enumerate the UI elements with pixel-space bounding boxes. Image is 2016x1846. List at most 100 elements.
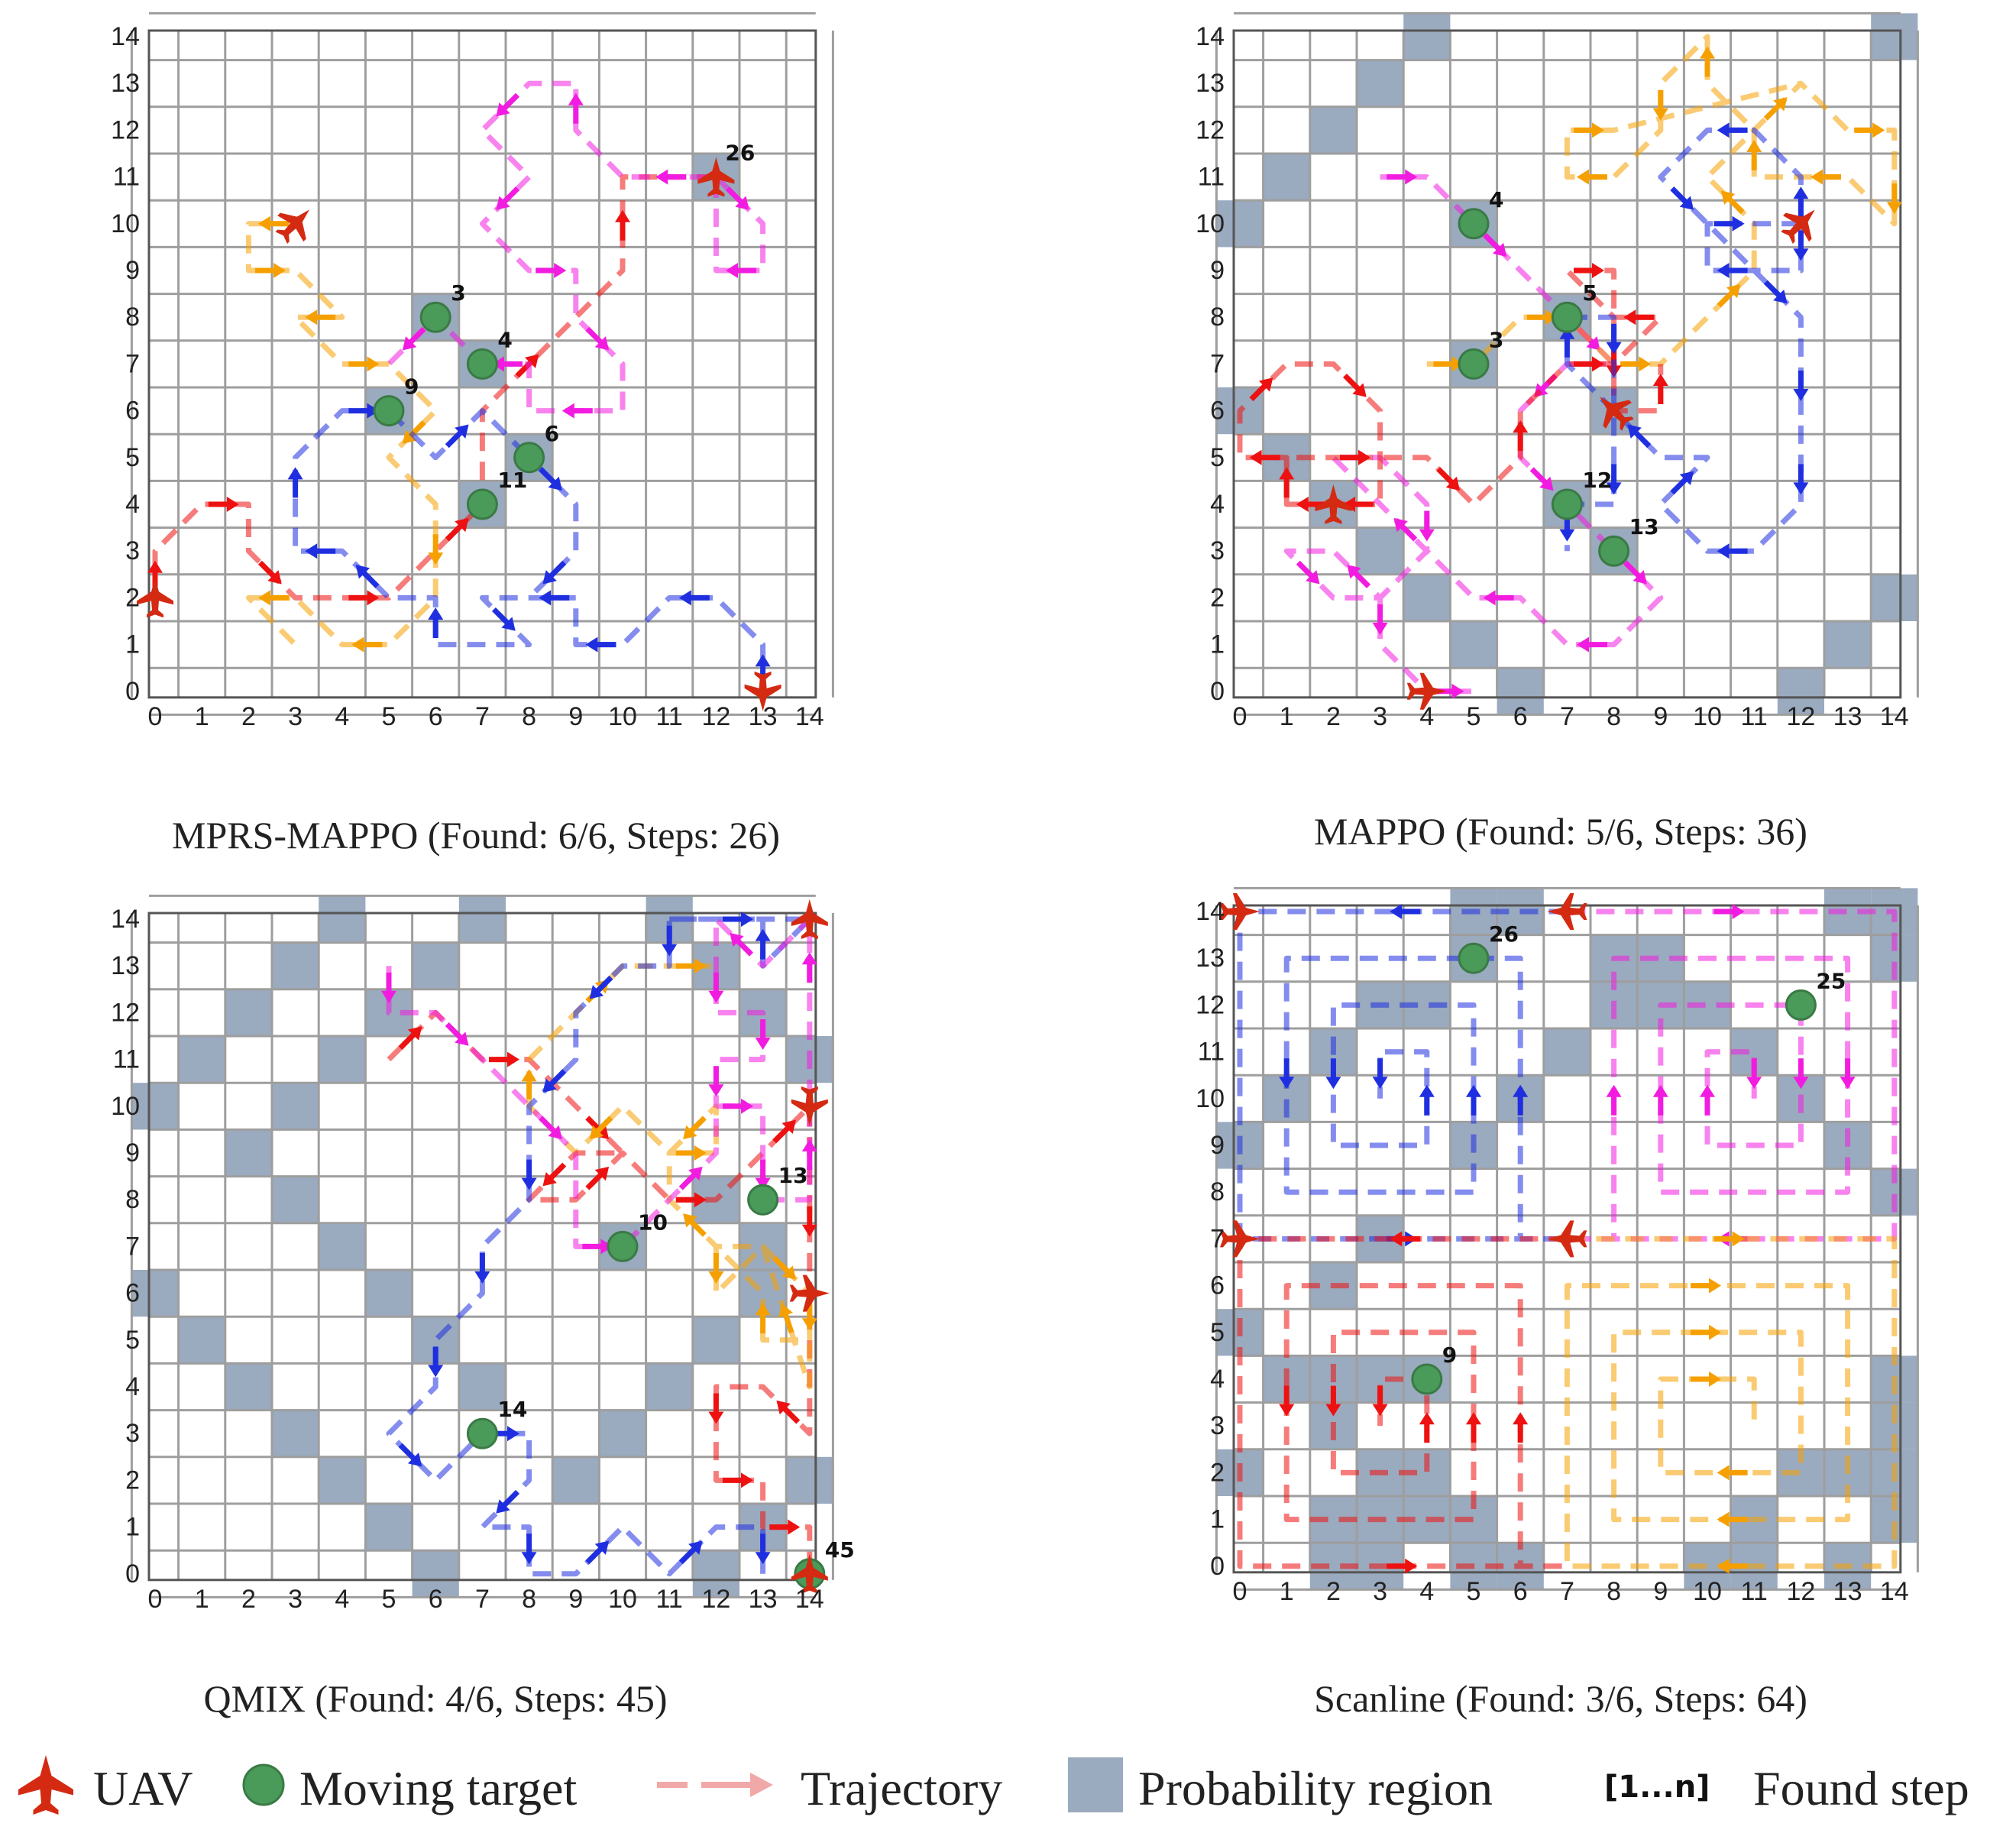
probability-region	[1777, 668, 1824, 715]
x-tick-label: 8	[522, 1585, 536, 1614]
trajectory-arrow	[398, 1026, 422, 1051]
probability-region	[225, 989, 272, 1036]
y-tick-label: 4	[1210, 1365, 1225, 1394]
trajectory-arrow	[1436, 467, 1461, 491]
x-tick-label: 5	[382, 702, 396, 731]
x-tick-label: 6	[1513, 1577, 1528, 1606]
panel-content: 1310144500112233445566778899101011111212…	[111, 894, 855, 1614]
y-tick-label: 5	[1210, 443, 1225, 472]
panel-content: 3496112600112233445566778899101011111212…	[111, 11, 834, 731]
panel-caption: MPRS-MAPPO (Found: 6/6, Steps: 26)	[172, 814, 780, 857]
y-tick-label: 9	[1210, 256, 1225, 285]
trajectory-arrow	[1652, 89, 1668, 121]
x-tick-label: 14	[795, 1585, 824, 1614]
trajectory-arrow	[1249, 449, 1280, 465]
y-tick-label: 9	[125, 256, 140, 285]
trajectory-arrow	[1717, 122, 1748, 138]
trajectory-arrow	[708, 1393, 724, 1424]
trajectory-arrow	[489, 1051, 519, 1067]
trajectory-arrow	[539, 1116, 562, 1140]
trajectory-arrow	[1691, 1324, 1721, 1340]
found-step-label: 9	[404, 374, 419, 400]
probability-region	[225, 1363, 272, 1410]
trajectory-arrow	[257, 560, 282, 585]
panel-caption: Scanline (Found: 3/6, Steps: 64)	[1314, 1677, 1807, 1720]
found-step-label: 13	[1629, 514, 1659, 539]
trajectory-arrow	[772, 1255, 796, 1280]
x-tick-label: 1	[195, 702, 209, 731]
trajectory-arrow	[1513, 420, 1529, 452]
found-step-label: 12	[1582, 468, 1612, 493]
moving-target	[1551, 488, 1583, 520]
trajectory-arrow	[1513, 1084, 1529, 1116]
trajectory-arrow	[474, 1253, 490, 1284]
trajectory-arrow	[683, 1213, 707, 1237]
x-tick-label: 14	[1880, 1577, 1909, 1606]
trajectory-arrow	[1700, 46, 1715, 77]
y-tick-label: 5	[1210, 1318, 1225, 1347]
probability-region	[272, 1083, 319, 1130]
trajectory-arrow	[589, 1116, 613, 1140]
y-tick-label: 1	[125, 630, 140, 659]
legend-uav-icon	[18, 1755, 73, 1815]
trajectory-arrow	[1574, 122, 1604, 138]
trajectory-arrow	[445, 1022, 469, 1046]
uav-icon	[137, 578, 173, 618]
x-tick-label: 0	[1233, 702, 1247, 731]
x-tick-label: 7	[475, 702, 490, 731]
moving-target	[373, 395, 405, 427]
probability-region	[365, 1270, 413, 1317]
x-tick-label: 2	[1326, 1577, 1341, 1606]
probability-region	[365, 1504, 413, 1551]
trajectory-arrow	[539, 467, 562, 491]
y-tick-label: 6	[125, 1279, 140, 1308]
y-tick-label: 2	[1210, 1458, 1225, 1487]
trajectory-arrow	[398, 1443, 422, 1467]
probability-region	[272, 1410, 319, 1457]
panel-caption: QMIX (Found: 4/6, Steps: 45)	[204, 1677, 668, 1720]
y-tick-label: 7	[125, 349, 140, 378]
trajectory-arrow	[772, 1119, 796, 1144]
trajectory-arrow	[1526, 309, 1558, 325]
trajectory-arrow	[1717, 1511, 1748, 1527]
moving-target	[747, 1184, 779, 1216]
y-tick-label: 4	[125, 490, 140, 519]
trajectory-arrow	[496, 1489, 520, 1514]
trajectory-arrow	[1296, 560, 1320, 585]
trajectory-arrow	[1279, 467, 1295, 498]
y-tick-label: 13	[1196, 69, 1225, 98]
x-tick-label: 3	[1373, 702, 1387, 731]
x-tick-label: 13	[749, 702, 778, 731]
x-tick-label: 7	[1560, 1577, 1574, 1606]
trajectory-arrow	[351, 636, 383, 653]
trajectory-arrow	[730, 932, 754, 957]
trajectory-arrow	[1717, 543, 1748, 559]
legend: UAV Moving target Trajectory Probability…	[18, 1755, 1969, 1815]
probability-region	[786, 1456, 833, 1504]
trajectory-arrow	[585, 1166, 610, 1190]
trajectory-arrow	[208, 497, 239, 512]
y-tick-label: 6	[1210, 397, 1225, 426]
y-tick-label: 10	[1196, 1084, 1225, 1113]
y-tick-label: 11	[113, 1045, 140, 1074]
y-tick-label: 1	[1210, 630, 1225, 659]
trajectory-arrow	[1577, 169, 1607, 185]
trajectory-arrow	[1793, 1058, 1809, 1090]
trajectory-arrow	[1670, 471, 1694, 495]
trajectory-arrow	[1763, 280, 1788, 304]
probability-region	[1824, 621, 1872, 669]
probability-region	[272, 1176, 319, 1223]
x-tick-label: 8	[1607, 702, 1621, 731]
y-tick-label: 12	[111, 998, 140, 1027]
x-tick-label: 9	[1653, 702, 1668, 731]
x-tick-label: 10	[1693, 1577, 1722, 1606]
x-tick-label: 13	[1833, 702, 1862, 731]
trajectory-arrow	[1466, 1412, 1481, 1443]
y-tick-label: 1	[1210, 1505, 1225, 1534]
trajectory-arrow	[1606, 1084, 1622, 1116]
trajectory-arrow	[678, 1540, 703, 1565]
probability-region	[692, 1550, 739, 1598]
probability-region	[1309, 106, 1357, 154]
moving-target	[466, 1417, 498, 1449]
